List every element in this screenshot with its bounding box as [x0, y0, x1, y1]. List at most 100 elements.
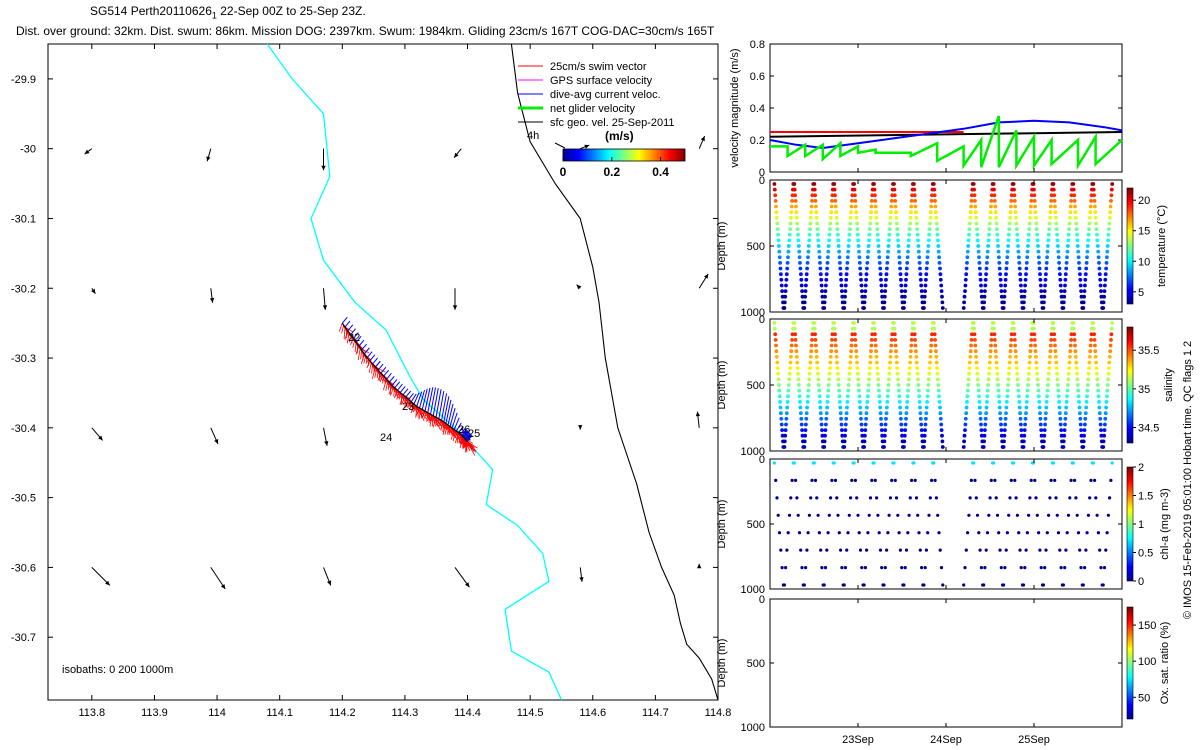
profile-point [868, 221, 873, 226]
profile-point [1081, 583, 1085, 587]
profile-point [973, 338, 977, 342]
profile-point [1059, 289, 1064, 293]
profile-point [1026, 238, 1031, 243]
profile-point [1007, 221, 1012, 226]
profile-point [802, 439, 807, 444]
profile-point [913, 204, 918, 209]
profile-point [1007, 371, 1011, 376]
profile-point [1102, 289, 1107, 293]
profile-point [1048, 215, 1052, 220]
profile-point [1085, 531, 1089, 535]
profile-point [987, 513, 991, 517]
legend-net-label: net glider velocity [550, 103, 635, 115]
profile-point [983, 428, 987, 432]
profile-point [826, 255, 830, 260]
profile-point [914, 221, 919, 226]
profile-point [968, 354, 973, 359]
profile-point [843, 428, 848, 432]
profile-point [772, 461, 777, 465]
profile-point [993, 349, 998, 354]
swim-vector [416, 407, 420, 416]
profile-point [825, 400, 830, 404]
profile-point [1025, 249, 1030, 254]
profile-point [963, 422, 968, 427]
profile-point [775, 221, 780, 226]
profile-point [857, 261, 862, 265]
profile-point [928, 215, 933, 220]
profile-point [1102, 294, 1106, 299]
profile-point [817, 394, 822, 399]
profile-point [883, 289, 888, 293]
dac-vector [460, 427, 466, 435]
profile-point [788, 366, 792, 370]
profile-point [1074, 360, 1079, 365]
profile-point [815, 221, 819, 226]
profile-point [860, 294, 865, 299]
profile-point [1016, 383, 1020, 387]
profile-point [869, 343, 874, 348]
profile-point [1101, 300, 1106, 305]
profile-point [847, 371, 852, 376]
profile-point [887, 232, 892, 237]
profile-point [916, 244, 921, 248]
profile-point [1086, 513, 1090, 517]
profile-point [894, 496, 899, 500]
profile-point [1102, 433, 1106, 438]
profile-point [828, 215, 833, 220]
profile-point [963, 283, 968, 288]
profile-point [997, 405, 1002, 410]
profile-point [933, 338, 937, 342]
profile-point [813, 338, 818, 342]
profile-point [1089, 332, 1094, 337]
profile-point [1079, 428, 1083, 432]
velocity-series [769, 115, 1123, 171]
profile-point [1095, 238, 1100, 243]
profile-point [775, 360, 780, 365]
profile-point [787, 232, 792, 237]
profile-point [989, 204, 993, 209]
profile-point [785, 266, 790, 271]
dac-vector [383, 369, 390, 377]
profile-point [1106, 513, 1110, 517]
profile-point [1064, 400, 1069, 404]
profile-point [887, 513, 891, 517]
swim-vector [428, 413, 439, 427]
profile-point [965, 388, 970, 393]
profile-point [818, 266, 823, 271]
profile-point [1017, 394, 1021, 399]
dac-vector [410, 393, 417, 402]
profile-point [1058, 411, 1062, 416]
profile-point [1079, 289, 1083, 293]
y-tick-label: 500 [747, 241, 765, 253]
profile-point [810, 332, 815, 337]
map-x-tick-label: 114 [208, 707, 226, 719]
sfc-velocity-arrowhead [98, 435, 103, 441]
profile-point [1109, 199, 1113, 203]
profile-point [1038, 277, 1043, 282]
profile-point [875, 227, 880, 232]
profile-point [917, 255, 922, 260]
profile-point [1051, 187, 1056, 192]
profile-point [995, 377, 1000, 382]
profile-point [1094, 221, 1098, 226]
profile-point [1034, 221, 1039, 226]
profile-point [872, 182, 876, 186]
profile-point [1101, 583, 1105, 587]
profile-point [806, 383, 811, 387]
swim-vector [466, 441, 477, 452]
profile-point [918, 405, 922, 410]
profile-point [863, 566, 868, 570]
profile-point [875, 360, 879, 365]
profile-point [919, 422, 924, 427]
profile-point [1042, 428, 1047, 432]
profile-point [855, 496, 859, 500]
profile-point [800, 566, 804, 570]
profile-point [830, 199, 834, 203]
profile-point [1014, 221, 1019, 226]
profile-point [1029, 332, 1034, 337]
profile-point [829, 496, 833, 500]
profile-point [1056, 249, 1061, 254]
sfc-velocity-arrowhead [579, 577, 584, 582]
profile-point [993, 204, 998, 209]
profile-point [1094, 227, 1099, 232]
